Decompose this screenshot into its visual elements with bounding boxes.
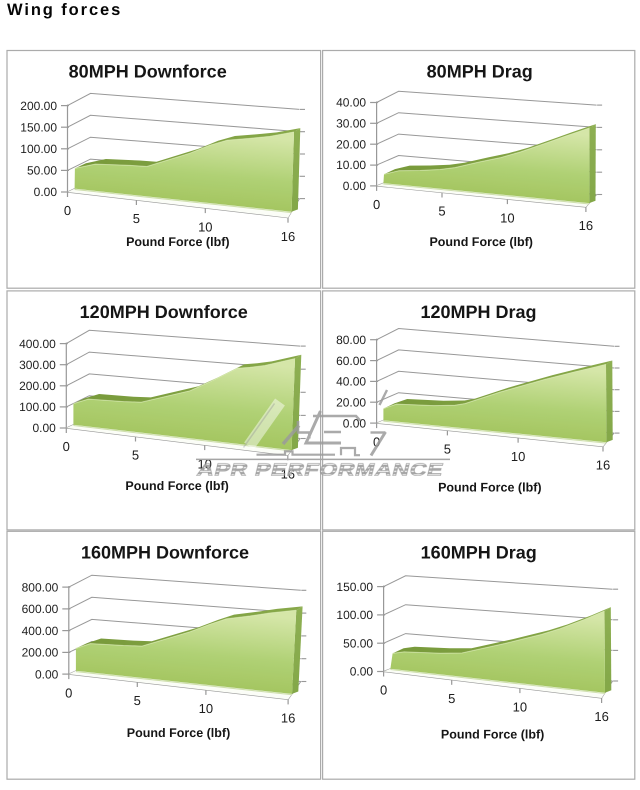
svg-text:400.00: 400.00 — [22, 624, 59, 638]
svg-text:Wing forces: Wing forces — [7, 1, 122, 19]
svg-text:0.00: 0.00 — [34, 185, 58, 199]
svg-text:Pound Force (lbf): Pound Force (lbf) — [429, 235, 532, 249]
svg-text:20.00: 20.00 — [336, 137, 366, 151]
svg-text:16: 16 — [579, 218, 593, 233]
svg-text:5: 5 — [133, 211, 140, 226]
svg-text:20.00: 20.00 — [336, 395, 366, 409]
svg-text:10: 10 — [198, 219, 212, 234]
svg-text:200.00: 200.00 — [22, 646, 59, 660]
svg-text:200.00: 200.00 — [19, 379, 56, 393]
svg-text:80MPH Drag: 80MPH Drag — [427, 62, 533, 82]
svg-text:100.00: 100.00 — [336, 608, 373, 622]
svg-text:0: 0 — [64, 203, 71, 218]
svg-text:16: 16 — [596, 458, 610, 473]
svg-text:100.00: 100.00 — [20, 142, 57, 156]
svg-text:600.00: 600.00 — [22, 602, 59, 616]
svg-text:Pound Force (lbf): Pound Force (lbf) — [125, 479, 228, 493]
svg-text:200.00: 200.00 — [20, 99, 57, 113]
svg-text:5: 5 — [438, 204, 445, 219]
svg-text:100.00: 100.00 — [19, 400, 56, 414]
svg-text:40.00: 40.00 — [336, 375, 366, 389]
svg-text:0: 0 — [380, 683, 387, 698]
svg-text:10: 10 — [500, 210, 514, 225]
svg-text:16: 16 — [281, 467, 295, 482]
svg-text:50.00: 50.00 — [343, 636, 373, 650]
svg-text:0: 0 — [373, 434, 380, 449]
svg-text:10: 10 — [199, 701, 213, 716]
svg-text:Pound Force (lbf): Pound Force (lbf) — [441, 728, 544, 742]
svg-text:5: 5 — [448, 691, 455, 706]
svg-text:120MPH Drag: 120MPH Drag — [420, 302, 536, 322]
svg-text:0: 0 — [65, 685, 72, 700]
svg-text:80MPH Downforce: 80MPH Downforce — [69, 62, 227, 82]
svg-text:0.00: 0.00 — [343, 416, 367, 430]
svg-text:10: 10 — [513, 699, 527, 714]
svg-text:16: 16 — [281, 229, 295, 244]
svg-text:5: 5 — [134, 693, 141, 708]
svg-text:5: 5 — [444, 442, 451, 457]
svg-text:40.00: 40.00 — [336, 96, 366, 110]
svg-text:120MPH Downforce: 120MPH Downforce — [80, 302, 248, 322]
svg-text:800.00: 800.00 — [22, 580, 59, 594]
svg-text:5: 5 — [132, 448, 139, 463]
svg-text:60.00: 60.00 — [336, 354, 366, 368]
svg-text:160MPH Downforce: 160MPH Downforce — [81, 543, 249, 563]
svg-text:16: 16 — [281, 711, 295, 726]
svg-text:Pound Force (lbf): Pound Force (lbf) — [126, 235, 229, 249]
svg-text:10.00: 10.00 — [336, 158, 366, 172]
svg-text:30.00: 30.00 — [336, 117, 366, 131]
svg-text:16: 16 — [594, 709, 608, 724]
svg-text:150.00: 150.00 — [336, 580, 373, 594]
svg-text:APR PERFORMANCE: APR PERFORMANCE — [195, 460, 446, 480]
svg-text:150.00: 150.00 — [20, 120, 57, 134]
svg-text:50.00: 50.00 — [27, 164, 57, 178]
svg-text:0.00: 0.00 — [350, 665, 374, 679]
svg-text:80.00: 80.00 — [336, 333, 366, 347]
svg-text:10: 10 — [511, 449, 525, 464]
svg-text:Pound Force (lbf): Pound Force (lbf) — [127, 726, 230, 740]
svg-text:300.00: 300.00 — [19, 358, 56, 372]
svg-text:0: 0 — [373, 197, 380, 212]
svg-text:Pound Force (lbf): Pound Force (lbf) — [438, 481, 541, 495]
svg-text:0.00: 0.00 — [32, 421, 56, 435]
svg-text:0.00: 0.00 — [35, 667, 59, 681]
svg-text:0: 0 — [63, 439, 70, 454]
svg-text:160MPH Drag: 160MPH Drag — [421, 543, 537, 563]
svg-text:0.00: 0.00 — [343, 179, 367, 193]
svg-text:400.00: 400.00 — [19, 337, 56, 351]
